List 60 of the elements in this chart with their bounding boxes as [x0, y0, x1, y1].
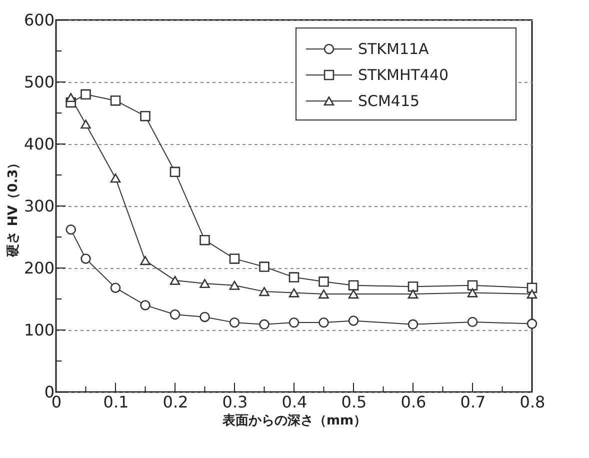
- point: [408, 281, 418, 292]
- point: [288, 317, 300, 328]
- x-tick-label: 0.1: [103, 392, 129, 412]
- point: [170, 309, 180, 320]
- x-tick-label: 0.2: [162, 392, 188, 412]
- point: [229, 280, 240, 290]
- point: [526, 318, 538, 329]
- point: [526, 282, 538, 293]
- point: [288, 288, 300, 298]
- point: [318, 276, 329, 287]
- point: [318, 317, 329, 328]
- x-tick-label: 0.8: [520, 392, 546, 412]
- legend-label: STKM11A: [358, 40, 430, 58]
- point: [80, 254, 91, 264]
- point: [110, 282, 121, 293]
- point: [170, 276, 180, 285]
- point: [348, 280, 359, 290]
- x-tick-label: 0.5: [341, 392, 367, 412]
- point: [140, 300, 150, 310]
- point: [318, 290, 329, 299]
- x-tick-label: 0.4: [282, 392, 308, 412]
- point: [467, 288, 478, 298]
- x-axis-title: 表面からの深さ（mm）: [221, 414, 367, 428]
- point: [526, 290, 538, 299]
- y-tick-label: 400: [24, 134, 54, 154]
- y-axis-title: 硬さ HV（0.3）: [6, 156, 21, 258]
- point: [467, 316, 478, 328]
- point: [200, 312, 210, 322]
- point: [408, 290, 418, 299]
- point: [288, 272, 300, 282]
- point: [80, 120, 91, 129]
- point: [467, 280, 478, 290]
- point: [66, 224, 76, 235]
- point: [200, 278, 210, 288]
- legend-label: SCM415: [358, 92, 420, 110]
- legend-label: STKMHT440: [358, 66, 449, 84]
- point: [259, 262, 270, 272]
- point: [259, 287, 270, 296]
- point: [200, 234, 210, 246]
- point: [408, 319, 418, 330]
- point: [110, 174, 121, 183]
- x-tick-label: 0.3: [222, 392, 248, 412]
- point: [229, 317, 240, 328]
- y-tick-label: 300: [24, 196, 54, 216]
- point: [170, 166, 180, 178]
- point: [229, 254, 240, 264]
- x-tick-label: 0.6: [400, 392, 426, 412]
- point: [348, 290, 359, 299]
- point: [66, 92, 76, 102]
- point: [80, 89, 91, 100]
- point: [110, 95, 121, 106]
- point: [348, 316, 359, 326]
- point: [140, 256, 150, 266]
- y-tick-label: 600: [24, 10, 54, 30]
- y-tick-label: 500: [24, 72, 54, 92]
- point: [259, 319, 270, 330]
- y-tick-label: 100: [24, 320, 54, 340]
- point: [140, 110, 150, 122]
- x-tick-label: 0.7: [460, 392, 486, 412]
- y-tick-label: 200: [24, 258, 54, 278]
